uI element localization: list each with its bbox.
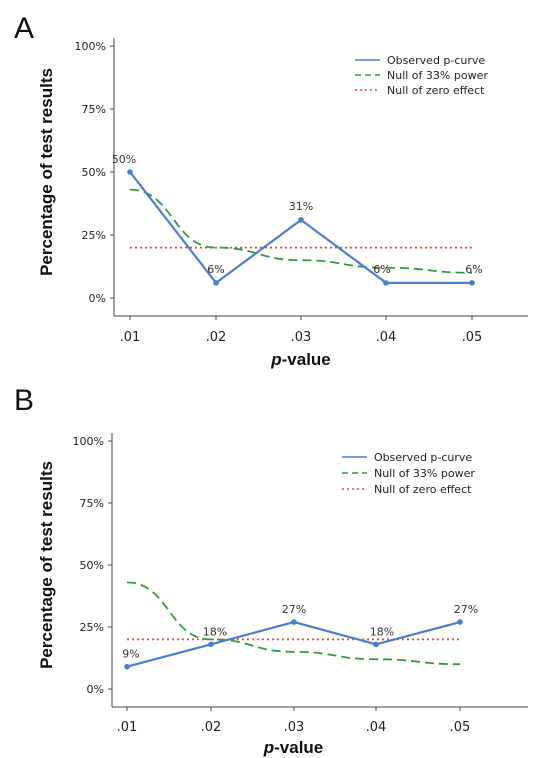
x-tick-label: .04 xyxy=(376,330,397,345)
x-axis-label-italic: p xyxy=(270,350,281,369)
series-line-solid xyxy=(126,620,461,668)
legend-label: Null of zero effect xyxy=(387,84,485,97)
data-point xyxy=(127,169,133,175)
y-tick-label: 75% xyxy=(82,103,106,116)
data-point xyxy=(124,663,130,670)
series-line-solid xyxy=(129,171,472,285)
x-tick-label: .01 xyxy=(117,720,138,735)
y-tick-label: 100% xyxy=(75,40,106,53)
x-axis-label-rest: -value xyxy=(274,738,323,757)
data-label: 31% xyxy=(289,200,313,213)
x-tick-label: .02 xyxy=(206,330,227,345)
panel-letter: A xyxy=(14,12,34,45)
legend-label: Observed p-curve xyxy=(387,54,485,67)
x-axis-label-rest: -value xyxy=(282,350,331,369)
data-point xyxy=(383,280,389,286)
data-label: 6% xyxy=(373,263,390,276)
legend-label: Null of zero effect xyxy=(374,483,472,496)
x-tick-label: .03 xyxy=(284,720,305,735)
x-tick-label: .04 xyxy=(366,720,387,735)
y-axis-label: Percentage of test results xyxy=(37,68,56,276)
data-label: 6% xyxy=(465,263,482,276)
data-label: 27% xyxy=(454,603,478,616)
legend-label: Null of 33% power xyxy=(387,69,488,82)
x-tick-label: .02 xyxy=(201,720,222,735)
data-label: 50% xyxy=(112,153,136,166)
y-axis-label: Percentage of test results xyxy=(37,461,56,669)
data-point xyxy=(298,217,304,223)
x-tick-label: .03 xyxy=(291,330,312,345)
panel-a: A 0% 25% 50% 75% 100% .01 .02 .03 .04 .05 Percentag… xyxy=(14,12,528,369)
data-label: 9% xyxy=(122,648,139,661)
y-tick-label: 0% xyxy=(87,683,104,696)
series-line-dashed xyxy=(126,581,461,666)
panel-b: B 0% 25% 50% 75% 100% .01 .02 .03 .04 .05 Percentag… xyxy=(14,384,528,757)
data-label: 18% xyxy=(370,625,394,638)
data-label: 6% xyxy=(207,263,224,276)
x-axis-label: p-value xyxy=(270,350,331,369)
data-point xyxy=(291,619,297,625)
y-tick-label: 75% xyxy=(80,497,104,510)
data-point xyxy=(213,280,219,286)
data-point xyxy=(208,641,214,648)
y-tick-label: 50% xyxy=(82,166,106,179)
data-point xyxy=(469,280,475,286)
y-tick-label: 50% xyxy=(80,559,104,572)
y-tick-label: 25% xyxy=(82,229,106,242)
legend-label: Null of 33% power xyxy=(374,467,475,480)
x-tick-label: .01 xyxy=(120,330,141,345)
data-label: 27% xyxy=(282,603,306,616)
y-tick-label: 0% xyxy=(89,292,106,305)
x-tick-label: .05 xyxy=(450,720,471,735)
legend-label: Observed p-curve xyxy=(374,451,472,464)
x-axis-label: p-value xyxy=(263,738,324,757)
panel-letter: B xyxy=(14,384,34,417)
y-tick-label: 25% xyxy=(80,621,104,634)
data-label: 18% xyxy=(203,625,227,638)
data-point xyxy=(457,619,463,625)
data-point xyxy=(373,641,379,648)
x-tick-label: .05 xyxy=(462,330,483,345)
y-tick-label: 100% xyxy=(73,435,104,448)
x-axis-label-italic: p xyxy=(263,738,274,757)
